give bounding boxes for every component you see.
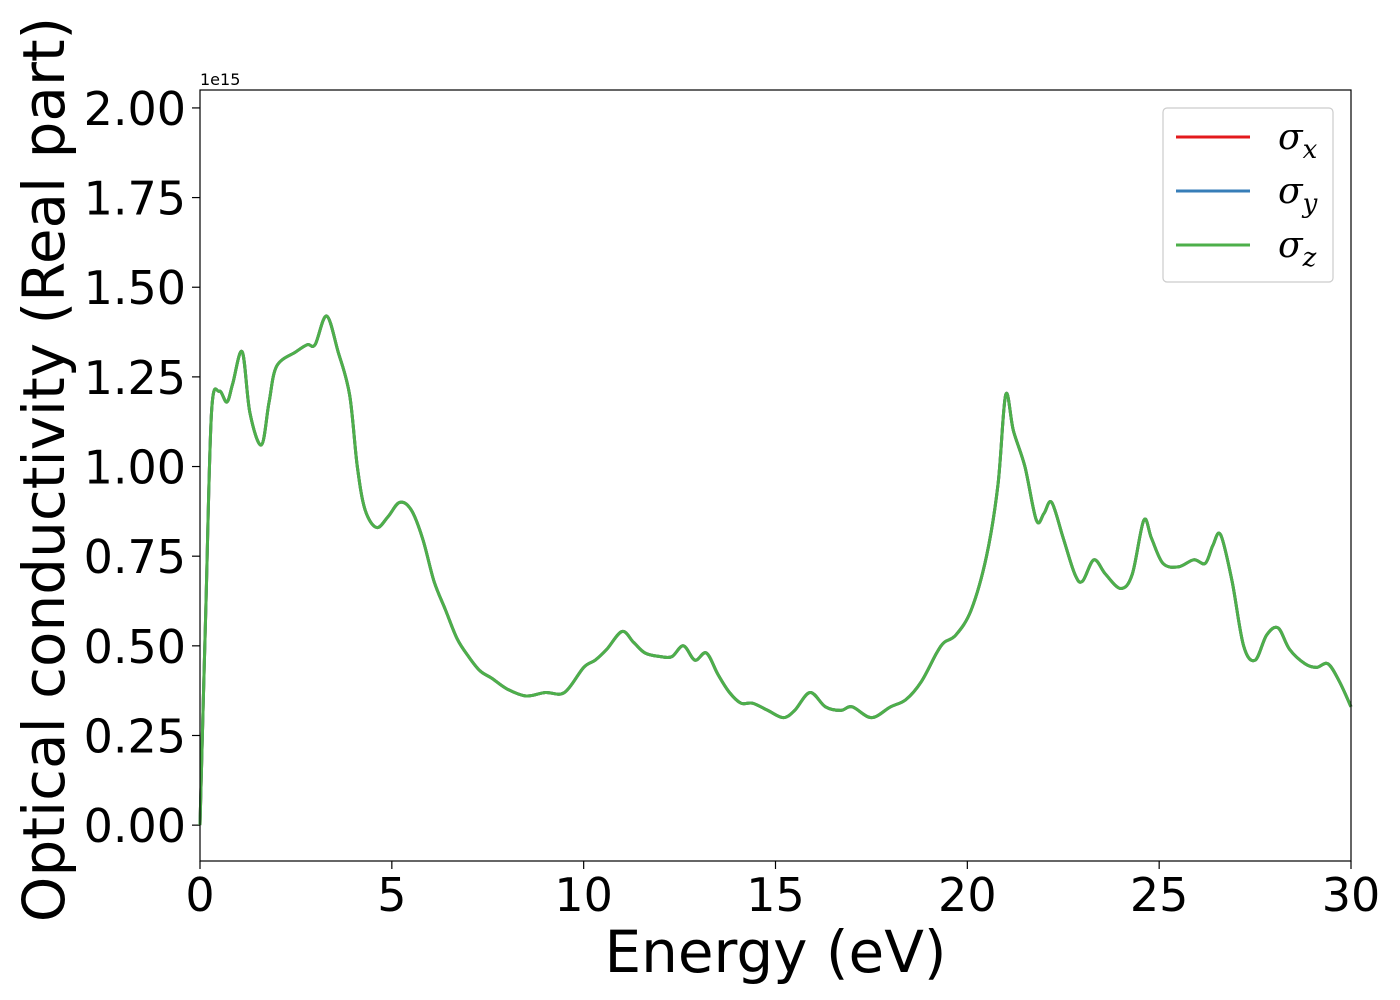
legend: σx σy σz [1162,107,1334,283]
y-tick-label: 1.50 [84,261,186,315]
y-tick-label: 0.25 [84,709,186,763]
y-axis: 0.00 0.25 0.50 0.75 1.00 1.25 1.50 1.75 2.00 [84,82,200,853]
y-tick-label: 0.50 [84,620,186,674]
y-tick-label: 1.75 [84,172,186,226]
x-axis: 0 5 10 15 20 25 30 [185,861,1380,922]
legend-label-2: σz [1278,225,1317,273]
legend-label-1: σy [1278,171,1318,219]
y-tick-label: 1.00 [84,441,186,495]
x-tick-label: 5 [377,868,406,922]
legend-box [1162,107,1334,283]
y-tick-label: 1.25 [84,351,186,405]
series-line-2 [198,314,1353,826]
x-tick-label: 10 [554,868,613,922]
legend-label-0: σx [1278,117,1318,165]
y-offset-label: 1e15 [200,70,240,89]
x-axis-title: Energy (eV) [604,918,946,986]
x-tick-label: 20 [938,868,997,922]
x-tick-label: 30 [1322,868,1381,922]
x-tick-label: 25 [1130,868,1189,922]
y-tick-label: 0.00 [84,799,186,853]
x-tick-label: 15 [746,868,805,922]
series-layer [198,314,1353,826]
x-tick-label: 0 [185,868,214,922]
y-tick-label: 0.75 [84,530,186,584]
y-axis-title: Optical conductivity (Real part) [10,17,78,922]
axes-frame [199,89,1352,862]
y-tick-label: 2.00 [84,82,186,136]
